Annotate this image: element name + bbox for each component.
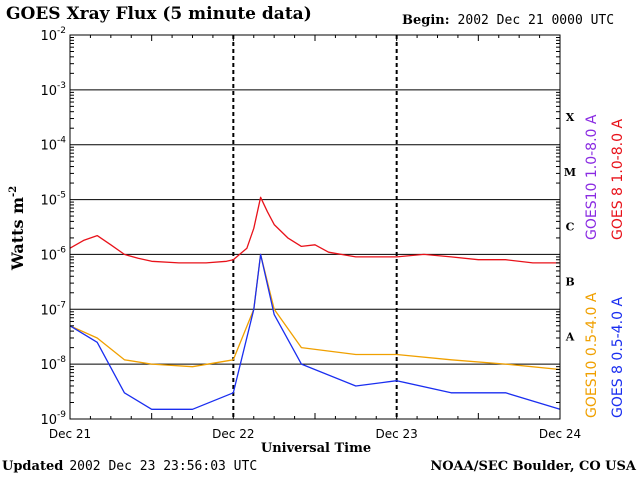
credit-text: NOAA/SEC Boulder, CO USA [430,459,636,474]
flare-class-label: M [564,166,576,179]
updated-label: Updated [2,459,64,474]
y-tick-label: 10-2 [40,26,66,44]
flare-class-label: A [565,330,575,343]
begin-time: Begin: 2002 Dec 21 0000 UTC [402,13,614,28]
begin-value: 2002 Dec 21 0000 UTC [457,13,615,28]
y-axis-label: Watts m-2 [8,186,27,271]
updated-timestamp: Updated 2002 Dec 23 23:56:03 UTC [2,459,257,474]
legend-entry: GOES 8 1.0-8.0 A [610,119,626,240]
y-tick-label: 10-9 [40,410,66,428]
y-tick-label: 10-3 [40,81,66,99]
flare-class-label: C [566,221,575,234]
x-tick-label: Dec 22 [212,427,254,441]
x-tick-label: Dec 23 [376,427,418,441]
series-line [69,196,560,264]
flare-class-label: B [565,276,574,289]
y-tick-label: 10-8 [40,355,66,373]
series-line [69,253,561,410]
y-axis-ticks: 10-2 10-3 10-4 10-5 10-6 10-7 10-8 10-9 [40,26,560,428]
series-line [69,253,561,371]
chart-title: GOES Xray Flux (5 minute data) [6,4,312,24]
plot-frame [69,34,561,420]
x-tick-label: Dec 21 [49,427,91,441]
series-lines [69,196,561,410]
grid-lines [70,34,560,420]
x-tick-label: Dec 24 [539,427,581,441]
legend-entry: GOES 8 0.5-4.0 A [610,297,626,418]
flare-class-label: X [566,111,575,124]
y-tick-label: 10-6 [40,245,66,263]
x-axis-ticks: Dec 21 Dec 22 Dec 23 Dec 24 [49,35,581,441]
x-axis-label: Universal Time [261,441,371,456]
legend-entry: GOES10 0.5-4.0 A [584,292,600,418]
legend: GOES10 1.0-8.0 A GOES 8 1.0-8.0 A GOES10 0… [584,114,626,418]
flare-class-labels: X M C B A [564,111,576,343]
updated-value: 2002 Dec 23 23:56:03 UTC [69,459,258,474]
legend-entry: GOES10 1.0-8.0 A [584,114,600,240]
y-tick-label: 10-7 [40,300,66,318]
y-tick-label: 10-4 [40,136,66,154]
begin-label: Begin: [402,13,450,28]
y-tick-label: 10-5 [40,191,66,209]
